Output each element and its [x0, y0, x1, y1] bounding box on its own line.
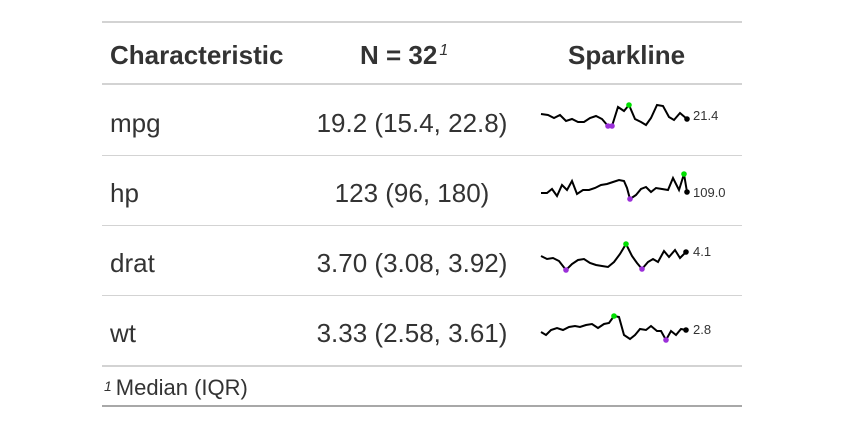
header-rule: [102, 83, 742, 85]
header-n: N = 32 1: [360, 37, 448, 73]
header-characteristic: Characteristic: [110, 40, 284, 70]
sparkline-min-point: [563, 267, 569, 273]
row-divider: [102, 225, 742, 226]
row-stat-mpg: 19.2 (15.4, 22.8): [316, 108, 508, 138]
sparkline-min-point: [627, 196, 633, 202]
sparkline-min-point: [609, 123, 615, 129]
sparkline-min-point: [639, 266, 645, 272]
sparkline-line: [541, 173, 688, 201]
header-n-footnote-mark: 1: [439, 42, 449, 59]
body-end-rule: [102, 365, 742, 367]
sparkline-max-point: [626, 102, 632, 108]
sparkline-min-point: [605, 123, 611, 129]
sparkline-last-point: [683, 249, 689, 255]
row-label-hp: hp: [110, 178, 139, 208]
sparkline-wt: 2.8: [540, 313, 711, 343]
row-divider: [102, 155, 742, 156]
table-bottom-rule: [102, 405, 742, 407]
sparkline-last-point: [683, 327, 689, 333]
sparkline-drat: 4.1: [540, 241, 711, 273]
footnote-text: Median (IQR): [115, 375, 248, 400]
table-footnote: 1 Median (IQR): [104, 373, 248, 403]
row-label-mpg: mpg: [110, 108, 161, 138]
sparkline-max-point: [623, 241, 629, 247]
sparkline-last-value: 109.0: [693, 185, 726, 200]
header-n-label: N = 32: [360, 40, 438, 70]
sparkline-last-point: [684, 116, 690, 122]
row-label-wt: wt: [110, 318, 136, 348]
sparkline-last-value: 2.8: [693, 322, 711, 337]
row-stat-wt: 3.33 (2.58, 3.61): [316, 318, 508, 348]
sparkline-hp: 109.0: [541, 171, 726, 202]
sparkline-mpg: 21.4: [540, 102, 718, 129]
sparkline-min-point: [663, 337, 669, 343]
sparkline-last-value: 21.4: [693, 108, 718, 123]
row-stat-hp: 123 (96, 180): [334, 178, 490, 208]
sparkline-max-point: [611, 313, 617, 319]
sparkline-max-point: [681, 171, 687, 177]
row-divider: [102, 295, 742, 296]
header-sparkline: Sparkline: [568, 40, 686, 70]
row-label-drat: drat: [110, 248, 155, 278]
row-stat-drat: 3.70 (3.08, 3.92): [316, 248, 508, 278]
sparkline-last-point: [684, 189, 690, 195]
footnote-mark: 1: [104, 378, 112, 394]
table-top-rule: [102, 21, 742, 23]
sparkline-line: [540, 241, 687, 272]
sparkline-last-value: 4.1: [693, 244, 711, 259]
sparkline-line: [540, 314, 687, 343]
sparkline-line: [540, 103, 688, 127]
